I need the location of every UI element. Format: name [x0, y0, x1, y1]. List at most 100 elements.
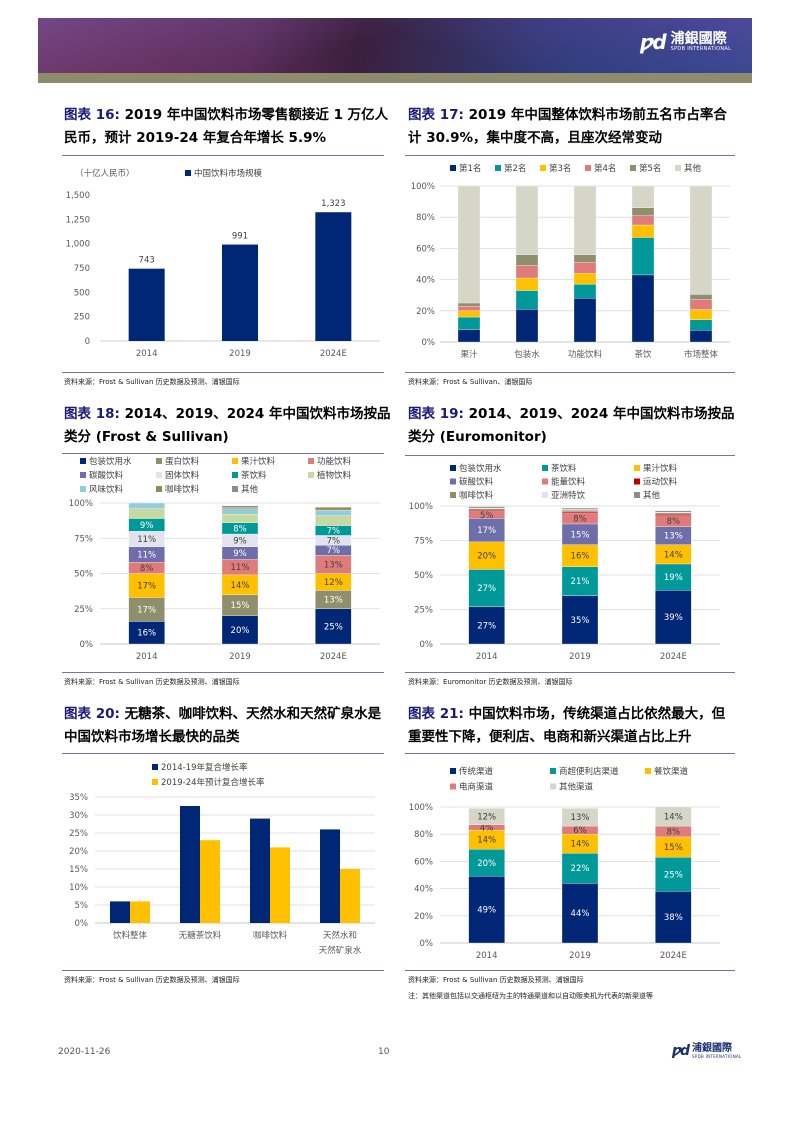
divider [405, 672, 735, 673]
bar-segment [515, 185, 539, 255]
unit-label: （十亿人民币） [75, 168, 135, 179]
x-category-label: 包装水 [514, 349, 540, 360]
y-tick-label: 75% [74, 534, 93, 544]
figure-21-note: 注：其他渠道包括以交通枢纽为主的特通渠道和以自动贩卖机为代表的新渠道等 [408, 992, 653, 1000]
chart-growth-rates: 0% 5% 10% 15% 20% 25% 30% 35% 2014-19年复合增长率 2019-… [69, 762, 375, 956]
y-tick-label: 1,500 [66, 191, 90, 201]
bar-segment [457, 305, 481, 311]
bar [222, 244, 258, 341]
legend-swatch [634, 492, 640, 498]
bar-segment [315, 608, 352, 645]
bar [250, 818, 270, 923]
data-label: 12% [477, 813, 496, 823]
divider [405, 753, 735, 754]
y-tick-label: 500 [74, 288, 90, 298]
data-label: 12% [324, 578, 343, 588]
legend-label: 固体饮料 [165, 470, 200, 481]
legend-label: 茶饮料 [241, 470, 267, 481]
data-label: 14% [571, 840, 590, 850]
legend-swatch [542, 465, 548, 471]
bar-segment [689, 309, 713, 320]
data-label: 11% [231, 563, 250, 573]
y-tick-label: 40% [414, 885, 433, 895]
bar-segment [128, 508, 165, 519]
legend-swatch [550, 783, 556, 790]
bar [130, 901, 150, 923]
x-category-label: 功能饮料 [568, 349, 603, 360]
bar-segment [468, 508, 505, 511]
figure-21-source: 资料来源：Frost & Sullivan 历史数据及预测、浦银国际 [408, 976, 584, 984]
data-label: 15% [571, 530, 590, 540]
bar-segment [468, 808, 505, 825]
bar-segment [631, 207, 655, 216]
legend-swatch [450, 783, 456, 790]
bar-segment [515, 254, 539, 266]
data-label: 9% [233, 536, 247, 546]
legend-swatch [152, 764, 158, 770]
y-tick-label: 15% [69, 865, 88, 875]
footer-date: 2020-11-26 [58, 1047, 111, 1057]
bar-segment [573, 273, 597, 285]
data-label: 8% [140, 564, 154, 574]
y-tick-label: 25% [74, 605, 93, 615]
bar-segment [561, 808, 599, 827]
legend-label: 果汁饮料 [241, 456, 276, 467]
y-tick-label: 20% [414, 912, 433, 922]
data-label: 27% [477, 621, 496, 631]
y-tick-label: 80% [416, 213, 435, 223]
legend-swatch [675, 165, 681, 171]
bar-segment [631, 237, 655, 276]
legend-label: 传统渠道 [459, 766, 494, 777]
bar [180, 806, 200, 923]
bar-segment [468, 541, 505, 570]
legend-swatch [152, 779, 158, 785]
bar-segment [468, 506, 505, 509]
y-tick-label: 0% [80, 640, 94, 650]
divider [405, 155, 735, 156]
y-tick-label: 80% [414, 830, 433, 840]
x-category-label: 2019 [569, 951, 591, 961]
divider [62, 453, 384, 454]
data-label: 16% [137, 629, 156, 639]
x-category-label: 市场整体 [684, 349, 719, 360]
legend-label: 咖啡饮料 [459, 490, 494, 501]
y-tick-label: 40% [416, 276, 435, 286]
legend-label: 第5名 [639, 163, 661, 174]
legend-swatch [450, 165, 456, 171]
bar-segment [689, 330, 713, 343]
bar-segment [457, 185, 481, 304]
bar-segment [457, 310, 481, 318]
legend-swatch [645, 768, 651, 774]
legend-label: 第3名 [549, 163, 571, 174]
logo-text: 浦銀國際 [692, 1043, 733, 1054]
legend-swatch [550, 768, 556, 774]
bar-segment [515, 265, 539, 279]
data-label: 8% [667, 827, 681, 837]
data-label: 25% [324, 622, 343, 632]
bar [315, 212, 352, 341]
data-label: 38% [664, 913, 683, 923]
data-label: 14% [477, 836, 496, 846]
divider [405, 455, 735, 456]
data-label: 14% [664, 550, 683, 560]
data-label: 39% [664, 613, 683, 623]
data-label: 8% [233, 524, 247, 534]
bar-segment [573, 185, 597, 255]
bar-segment [221, 505, 259, 508]
figure-17-title: 图表 17: 2019 年中国整体饮料市场前五名市占率合计 30.9%，集中度不… [408, 107, 727, 146]
divider [405, 372, 735, 373]
figure-16-source: 资料来源：Frost & Sullivan 历史数据及预测、浦银国际 [64, 378, 240, 386]
legend-swatch [80, 458, 86, 464]
figure-19-source: 资料来源：Euromonitor 历史数据及预测、浦银国际 [408, 678, 573, 686]
bar-segment [631, 185, 655, 208]
y-tick-label: 20% [69, 847, 88, 857]
data-label: 44% [571, 909, 590, 919]
x-category-label: 2014 [476, 652, 498, 662]
data-label: 13% [324, 596, 343, 606]
chart-market-size: 0 250 500 750 1,000 1,250 1,500 （十亿人民币） 中国饮料市场规模… [66, 168, 380, 359]
bar-segment [561, 511, 599, 514]
